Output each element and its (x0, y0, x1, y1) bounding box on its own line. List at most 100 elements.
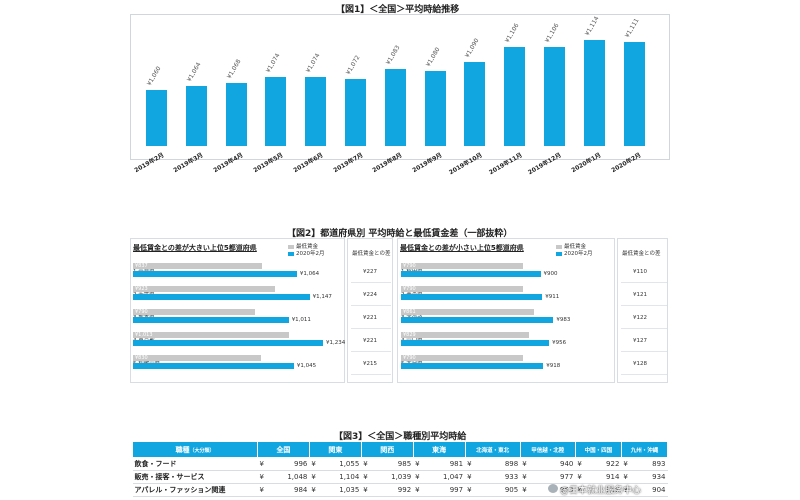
wage-cell: 1,047 (425, 470, 466, 484)
min-wage-bar (133, 263, 262, 269)
table-row: 販売・接客・サービス ¥1,048 ¥1,104 ¥1,039 ¥1,047 ¥933 ¥9… (132, 470, 668, 484)
fig3-title: 【図3】＜全国＞職種別平均時給 (334, 432, 467, 442)
currency-cell: ¥ (361, 457, 374, 471)
wage-cell: 977 (532, 470, 576, 484)
min-wage-bar (133, 286, 276, 292)
diff-value: ¥224 (363, 292, 377, 298)
wage-cell: 1,055 (321, 457, 362, 471)
fig2-right-heading: 最低賃金との差が小さい上位5都道府県 (400, 244, 524, 252)
currency-cell: ¥ (575, 483, 588, 497)
diff-separator (621, 328, 667, 329)
currency-cell: ¥ (520, 470, 533, 484)
wage-cell: 1,048 (269, 470, 310, 484)
wage-cell: 905 (477, 483, 521, 497)
feb2020-label: ¥956 (552, 340, 567, 346)
fig2-left-diff-header: 最低賃金との差 (352, 251, 391, 257)
currency-cell: ¥ (413, 470, 426, 484)
currency-cell: ¥ (309, 470, 322, 484)
diff-value: ¥127 (633, 338, 647, 344)
diff-value: ¥227 (363, 269, 377, 275)
diff-value: ¥121 (633, 292, 647, 298)
currency-cell: ¥ (575, 470, 588, 484)
currency-cell: ¥ (520, 483, 533, 497)
min-wage-bar (133, 355, 261, 361)
wage-cell: 893 (633, 457, 668, 471)
min-wage-label: ¥790 (403, 263, 416, 269)
legend-label-feb: 2020年2月 (564, 251, 593, 257)
table-header-row: 職種（大分類） 全国 関東 関西 東海 北海道・東北 甲信越・北陸 中国・四国 … (132, 441, 669, 458)
currency-cell: ¥ (621, 470, 634, 484)
bar (345, 78, 366, 146)
diff-value: ¥221 (363, 315, 377, 321)
col-header: 甲信越・北陸 (519, 441, 576, 458)
wage-cell: 985 (373, 457, 414, 471)
fig2-right-legend-min: 最低賃金 (556, 242, 586, 250)
bar (544, 47, 565, 146)
watermark-text: @日本就业服务中心 (560, 486, 642, 496)
diff-value: ¥110 (633, 269, 647, 275)
feb2020-bar (401, 271, 541, 277)
feb2020-label: ¥1,011 (291, 317, 311, 323)
col-header: 中国・四国 (574, 441, 622, 458)
diff-separator (351, 351, 391, 352)
fig2-right-diff-header: 最低賃金との差 (622, 251, 661, 257)
bar (305, 76, 327, 146)
wage-cell: 922 (587, 457, 622, 471)
currency-cell: ¥ (413, 457, 426, 471)
job-category-cell: 販売・接客・サービス (132, 470, 258, 484)
diff-separator (351, 282, 391, 283)
feb2020-bar (133, 294, 310, 300)
wage-cell: 996 (269, 457, 310, 471)
wage-cell: 997 (425, 483, 466, 497)
bar (623, 42, 645, 146)
bar (464, 62, 486, 146)
wage-cell: 934 (633, 470, 668, 484)
diff-value: ¥215 (363, 361, 377, 367)
feb2020-label: ¥983 (556, 317, 571, 323)
currency-cell: ¥ (575, 457, 588, 471)
min-wage-label: ¥790 (403, 355, 416, 361)
fig2-right-diff-column (617, 238, 668, 383)
feb2020-label: ¥1,064 (299, 271, 320, 277)
currency-cell: ¥ (465, 457, 478, 471)
fig1-chart-frame (130, 14, 670, 160)
table-row: 飲食・フード ¥996 ¥1,055 ¥985 ¥981 ¥898 ¥940 ¥922 ¥893 (132, 457, 668, 471)
currency-cell: ¥ (257, 483, 270, 497)
legend-label-min: 最低賃金 (296, 244, 319, 250)
feb2020-bar (401, 340, 550, 346)
col-header: 関東 (308, 441, 362, 458)
legend-label-feb: 2020年2月 (296, 251, 325, 257)
col-header: 東海 (412, 441, 466, 458)
watermark-logo-icon (548, 484, 558, 493)
col-header-job: 職種（大分類） (132, 441, 258, 458)
feb2020-label: ¥1,147 (312, 294, 332, 300)
min-wage-label: ¥1,013 (135, 332, 153, 338)
min-wage-label: ¥790 (403, 286, 416, 292)
wage-cell: 940 (532, 457, 576, 471)
wage-cell: 933 (477, 470, 521, 484)
fig2-title: 【図2】都道府県別 平均時給と最低賃金差（一部抜粋） (287, 229, 513, 239)
diff-value: ¥128 (633, 361, 647, 367)
legend-swatch-gray (288, 244, 294, 249)
col-header: 九州・沖縄 (620, 441, 669, 458)
table-row: アパレル・ファッション関連 ¥984 ¥1,035 ¥992 ¥997 ¥905 ¥953 ¥… (132, 483, 668, 497)
currency-cell: ¥ (621, 483, 634, 497)
job-category-cell: アパレル・ファッション関連 (132, 483, 258, 497)
feb2020-bar (133, 340, 324, 346)
min-wage-bar (401, 286, 524, 292)
feb2020-label: ¥900 (543, 271, 558, 277)
bar (583, 39, 605, 146)
feb2020-bar (133, 363, 294, 369)
feb2020-label: ¥1,234 (326, 340, 346, 346)
wage-cell: 984 (269, 483, 310, 497)
legend-swatch-gray (556, 244, 562, 249)
feb2020-bar (133, 271, 297, 277)
wage-cell: 918 (587, 483, 622, 497)
bar (185, 86, 207, 146)
diff-separator (621, 282, 667, 283)
min-wage-label: ¥829 (403, 332, 416, 338)
wage-cell: 992 (373, 483, 414, 497)
legend-label-min: 最低賃金 (564, 244, 587, 250)
feb2020-bar (133, 317, 289, 323)
diff-value: ¥122 (633, 315, 647, 321)
